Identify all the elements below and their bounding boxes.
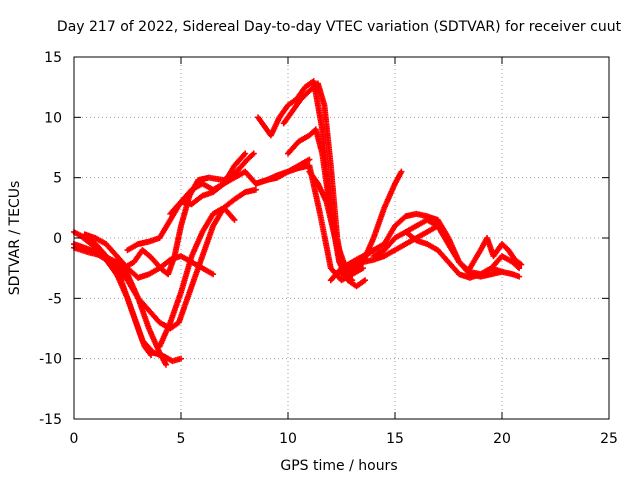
data-point bbox=[306, 156, 313, 163]
x-tick-label: 25 bbox=[600, 431, 618, 447]
data-point bbox=[163, 361, 170, 368]
data-point bbox=[242, 150, 249, 157]
y-tick-label: -5 bbox=[48, 291, 62, 307]
x-tick-label: 10 bbox=[279, 431, 297, 447]
y-tick-label: 10 bbox=[44, 110, 62, 126]
series-trace-19 bbox=[466, 235, 525, 272]
data-point bbox=[362, 277, 369, 284]
data-point bbox=[148, 352, 155, 359]
data-point bbox=[231, 216, 238, 223]
y-tick-label: 15 bbox=[44, 50, 62, 66]
y-tick-label: 5 bbox=[53, 171, 62, 187]
series-trace-5 bbox=[81, 231, 217, 281]
chart-title: Day 217 of 2022, Sidereal Day-to-day VTE… bbox=[57, 19, 622, 35]
y-axis-label: SDTVAR / TECUs bbox=[7, 181, 23, 296]
data-point bbox=[252, 186, 259, 193]
data-point bbox=[516, 265, 523, 272]
series-trace-8 bbox=[156, 204, 238, 350]
x-tick-label: 5 bbox=[177, 431, 186, 447]
series-trace-18 bbox=[402, 216, 523, 278]
x-axis-label: GPS time / hours bbox=[280, 458, 397, 474]
axis-ticks: 0 5 10 15 20 25 -15 -10 -5 0 5 10 15 bbox=[39, 50, 618, 447]
data-point bbox=[518, 261, 525, 268]
data-point bbox=[178, 355, 184, 362]
data-points bbox=[71, 78, 525, 368]
data-point bbox=[250, 150, 257, 157]
x-tick-label: 0 bbox=[70, 431, 79, 447]
y-tick-label: 0 bbox=[53, 231, 62, 247]
data-point bbox=[210, 271, 217, 278]
data-point bbox=[398, 168, 405, 175]
x-tick-label: 15 bbox=[386, 431, 404, 447]
x-tick-label: 20 bbox=[493, 431, 511, 447]
y-tick-label: -15 bbox=[39, 412, 62, 428]
y-tick-label: -10 bbox=[39, 352, 62, 368]
data-point bbox=[516, 273, 523, 280]
